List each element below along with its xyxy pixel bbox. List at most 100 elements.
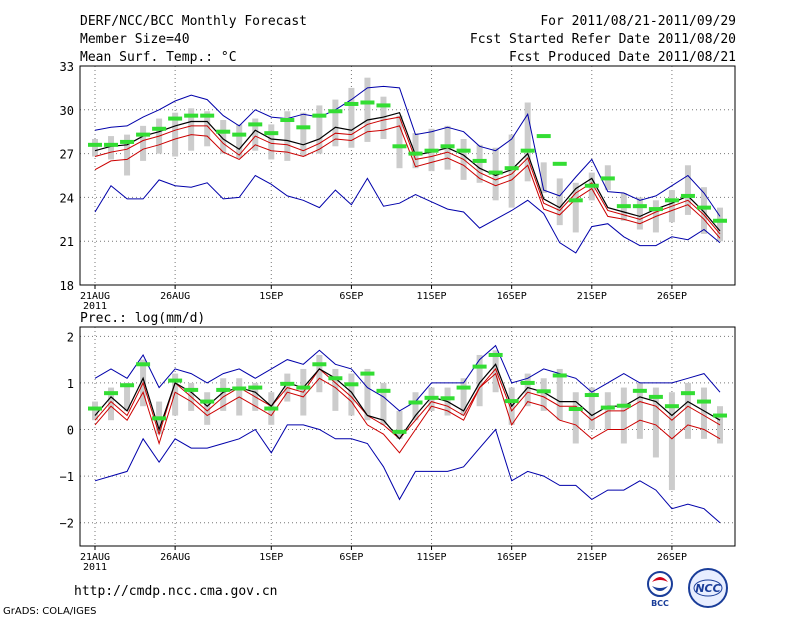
ensemble-mean-line [94,363,721,440]
median-marker [376,388,391,393]
box-bar [700,387,707,439]
median-marker [696,205,711,210]
box-bar [396,115,403,169]
median-marker [200,399,215,404]
median-marker [424,148,439,153]
box-bar [476,354,483,407]
control-line [94,116,721,235]
box-bar [172,112,179,157]
box-bar [124,382,131,411]
box-bar [220,120,227,154]
median-marker [584,183,599,188]
median-marker [713,413,727,418]
refer-date: Fcst Started Refer Date 2011/08/20 [469,32,736,47]
median-marker [680,193,695,198]
chart-title: DERF/NCC/BCC Monthly Forecast [80,14,307,29]
median-marker [232,386,247,391]
ncc-logo-text: NCC [695,582,720,595]
y-tick-label: 27 [60,148,74,162]
median-marker [713,218,727,223]
median-marker [536,389,551,394]
box-bar [332,99,339,147]
median-marker [600,176,615,181]
box-bar [476,144,483,183]
median-marker [328,376,343,381]
box-bar [108,387,115,421]
box-bar [172,373,179,416]
box-bar [540,378,547,411]
box-bar [508,134,515,208]
median-marker [440,396,455,401]
median-marker [360,100,375,105]
x-tick-label: 26AUG [160,291,190,302]
control-low-line [94,372,721,454]
box-bar [412,392,419,421]
box-bar [140,125,147,161]
median-marker [248,122,263,127]
x-tick-label: 21SEP [577,552,607,563]
control-line [94,367,721,440]
box-bar [572,392,579,444]
y-tick-label: 0 [67,424,74,438]
member-size-label: Member Size=40 [80,32,190,47]
median-marker [664,198,679,203]
median-marker [152,416,167,421]
box-bar [556,368,563,421]
median-marker [696,399,711,404]
box-bar [92,401,98,421]
y-tick-label: −1 [60,470,74,484]
median-marker [424,395,439,400]
variable-label: Mean Surf. Temp.: °C [80,50,237,65]
median-marker [312,362,327,367]
y-tick-label: 2 [67,330,74,344]
x-tick-label: 11SEP [416,552,446,563]
median-marker [296,125,311,130]
ncc-logo-orbit [693,579,723,597]
box-bar [220,378,227,411]
median-marker [248,385,263,390]
median-marker [104,142,119,147]
plot-frame [79,326,736,547]
bcc-logo-text: BCC [651,599,669,608]
forecast-period: For 2011/08/21-2011/09/29 [540,14,736,29]
box-bar [204,111,211,147]
y-tick-label: 18 [60,279,74,293]
box-bar [268,124,275,160]
box-bar [252,118,259,151]
box-bar [284,111,291,161]
median-marker [408,151,423,156]
x-tick-label: 6SEP [339,291,363,302]
bcc-logo: BCC [647,571,673,608]
x-tick-label: 21SEP [577,291,607,302]
source-url[interactable]: http://cmdp.ncc.cma.gov.cn [74,584,278,599]
x-tick-label: 26AUG [160,552,190,563]
median-marker [504,166,519,171]
box-bar [460,378,467,416]
median-marker [344,382,359,387]
box-bar [332,368,339,411]
median-marker [520,148,535,153]
median-marker [664,404,679,409]
median-marker [600,405,615,410]
y-tick-label: 24 [60,191,74,205]
median-marker [136,362,151,367]
box-bar [188,108,195,151]
box-bar [412,133,419,169]
median-marker [360,371,375,376]
median-marker [392,144,407,149]
bcc-logo-swoosh-low [652,586,668,591]
median-marker [120,139,135,144]
box-bar [380,96,387,139]
median-marker [680,391,695,396]
median-marker [200,113,215,118]
median-marker [184,113,199,118]
box-bar [684,165,691,215]
median-marker [584,393,599,398]
median-marker [232,132,247,137]
box-bar [364,368,371,421]
box-bar [108,136,115,160]
box-bar [572,182,579,233]
median-marker [216,387,231,392]
box-bar [540,162,547,194]
